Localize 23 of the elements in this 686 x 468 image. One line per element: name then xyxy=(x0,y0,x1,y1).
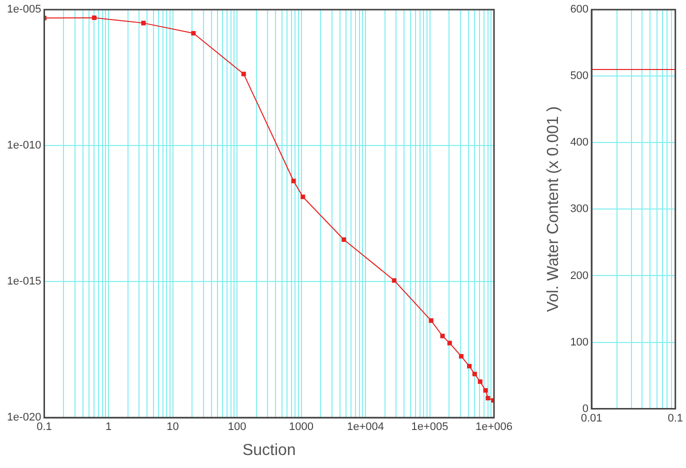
y-tick-label: 300 xyxy=(570,203,589,216)
x-tick-label: 100 xyxy=(228,421,246,434)
y-tick-label: 1e-020 xyxy=(6,412,42,424)
y-tick-label: 1e-005 xyxy=(6,4,42,16)
x-axis-title: Suction xyxy=(242,442,296,459)
x-tick-label: 1e+005 xyxy=(411,421,448,434)
y-tick-label: 200 xyxy=(570,270,589,282)
y-tick-label: 100 xyxy=(570,336,589,348)
y-tick-label: 1e-010 xyxy=(6,140,42,152)
x-tick-label: 1000 xyxy=(289,421,314,434)
x-tick-label: 0.1 xyxy=(36,421,52,434)
x-tick-label: 0.1 xyxy=(668,412,684,424)
y-tick-label: 1e-015 xyxy=(6,276,42,288)
x-tick-label: 0.01 xyxy=(580,412,602,424)
x-tick-label: 10 xyxy=(166,421,179,434)
x-tick-label: 1e+004 xyxy=(346,421,384,434)
y-axis-title: Vol. Water Content (x 0.001 ) xyxy=(545,106,562,312)
y-tick-label: 500 xyxy=(570,70,589,82)
x-tick-label: 1e+006 xyxy=(475,421,513,434)
y-tick-label: 600 xyxy=(570,4,589,16)
y-tick-label: 400 xyxy=(570,136,589,149)
y-tick-label: 0 xyxy=(582,402,589,415)
x-tick-label: 1 xyxy=(105,421,112,434)
